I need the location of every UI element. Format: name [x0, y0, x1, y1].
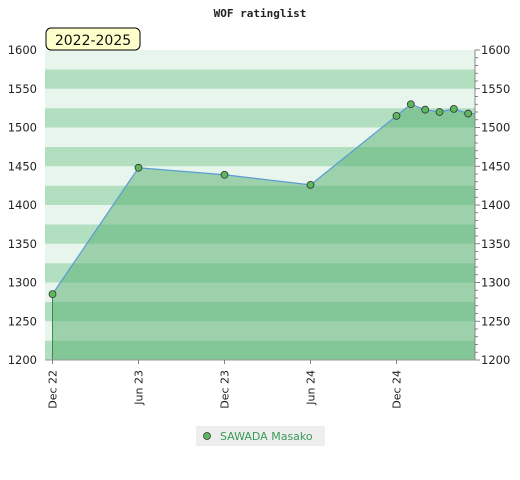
legend-series-name: SAWADA Masako: [220, 430, 313, 443]
y-tick-label-left: 1350: [8, 237, 37, 251]
y-tick-label-right: 1250: [481, 314, 510, 328]
background-band: [45, 50, 475, 70]
data-point: [306, 180, 315, 189]
legend[interactable]: SAWADA Masako: [196, 426, 325, 446]
data-point: [435, 108, 444, 116]
y-axis-left: 1200 1250 1300 1350 1400 1450 1500 1550 1600: [8, 43, 37, 367]
data-point: [464, 109, 473, 118]
background-band: [45, 108, 475, 128]
y-axis-right: 1200 1250 1300 1350 1400 1450 1500 1550 1600: [475, 43, 510, 367]
data-point: [392, 111, 401, 120]
data-point: [48, 290, 57, 299]
y-tick-label-right: 1300: [481, 276, 510, 290]
y-tick-label-left: 1600: [8, 43, 37, 57]
legend-marker-icon: [203, 432, 211, 440]
data-point: [220, 170, 229, 179]
data-point: [406, 100, 415, 109]
x-tick-label: Dec 23: [219, 370, 232, 409]
rating-area-fill: [52, 104, 475, 360]
chart-title: WOF ratinglist: [214, 7, 307, 20]
y-tick-label-right: 1550: [481, 82, 510, 96]
data-point: [134, 163, 143, 172]
x-tick-label: Jun 24: [305, 370, 318, 406]
period-badge: 2022-2025: [45, 27, 141, 51]
x-tick-label: Dec 24: [391, 370, 404, 409]
x-tick-label: Dec 22: [47, 370, 60, 409]
y-tick-label-left: 1200: [8, 353, 37, 367]
y-tick-label-right: 1450: [481, 159, 510, 173]
y-tick-label-right: 1600: [481, 43, 510, 57]
y-tick-label-left: 1550: [8, 82, 37, 96]
y-tick-label-right: 1500: [481, 121, 510, 135]
y-tick-label-right: 1200: [481, 353, 510, 367]
y-tick-label-right: 1400: [481, 198, 510, 212]
y-tick-label-left: 1450: [8, 159, 37, 173]
data-points: [48, 100, 473, 299]
background-band: [45, 69, 475, 89]
background-band: [45, 88, 475, 109]
y-tick-label-left: 1500: [8, 121, 37, 135]
data-point: [421, 105, 430, 114]
y-tick-label-left: 1300: [8, 276, 37, 290]
y-tick-label-right: 1350: [481, 237, 510, 251]
period-label: 2022-2025: [55, 33, 131, 49]
y-tick-label-left: 1250: [8, 314, 37, 328]
x-axis: Dec 22 Jun 23 Dec 23 Jun 24 Dec 24: [47, 360, 404, 409]
y-tick-label-left: 1400: [8, 198, 37, 212]
data-point: [449, 105, 458, 113]
x-tick-label: Jun 23: [133, 370, 146, 406]
